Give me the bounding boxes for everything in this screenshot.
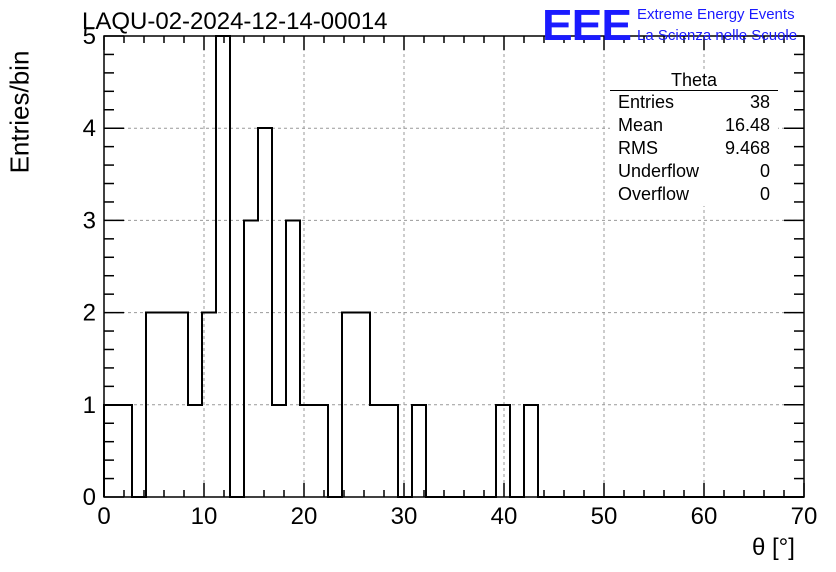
histogram-bin [370, 405, 384, 497]
histogram-bin [342, 313, 356, 497]
stats-label: Underflow [618, 161, 700, 181]
plot-frame [103, 35, 805, 498]
y-tick-label: 0 [83, 484, 96, 511]
stats-row-mean: Mean 16.48 [610, 114, 778, 137]
stats-value: 0 [759, 184, 770, 204]
histogram-bin [272, 405, 286, 497]
histogram-bin [286, 220, 300, 497]
y-tick-label: 2 [83, 300, 96, 327]
axis-tick-labels: 0 10 20 30 40 50 60 70 0 1 2 3 4 5 [83, 23, 818, 530]
y-tick-label: 5 [83, 23, 96, 50]
x-tick-label: 30 [391, 503, 418, 530]
x-tick-label: 40 [491, 503, 518, 530]
y-tick-label: 3 [83, 207, 96, 234]
x-tick-label: 10 [191, 503, 218, 530]
histogram-bin [258, 128, 272, 497]
chart-title: LAQU-02-2024-12-14-00014 [82, 8, 388, 35]
logo-line-2: La Scienza nelle Scuole [637, 27, 798, 44]
y-tick-label: 4 [83, 115, 96, 142]
y-tick-label: 1 [83, 392, 96, 419]
y-axis-label: Entries/bin [4, 50, 35, 174]
histogram-bin [146, 313, 160, 497]
x-tick-label: 50 [591, 503, 618, 530]
x-tick-label: 0 [97, 503, 110, 530]
eee-logo: EEE [542, 0, 632, 50]
histogram-bin [356, 313, 370, 497]
logo-line-1: Extreme Energy Events [637, 6, 795, 23]
axes-frame [103, 35, 805, 498]
stats-label: Mean [618, 115, 664, 135]
stats-label: RMS [618, 138, 658, 158]
x-axis-label: θ [°] [752, 534, 795, 561]
histogram-bin [160, 313, 174, 497]
histogram-bin [202, 313, 216, 497]
stats-value: 9.468 [724, 138, 770, 158]
stats-row-entries: Entries 38 [610, 91, 778, 114]
histogram-bin [174, 313, 188, 497]
histogram-bin [314, 405, 328, 497]
histogram-bin [412, 405, 426, 497]
axis-ticks [103, 35, 805, 498]
stats-row-underflow: Underflow 0 [610, 160, 778, 183]
histogram-bin [496, 405, 510, 497]
stats-box: Theta Entries 38 Mean 16.48 RMS 9.468 Un… [610, 71, 778, 206]
stats-value: 0 [759, 161, 770, 181]
histogram-bin [188, 405, 202, 497]
histogram-bin [244, 220, 258, 497]
grid-lines [104, 36, 804, 497]
histogram-bin [104, 405, 118, 497]
histogram-bin [384, 405, 398, 497]
stats-label: Entries [618, 92, 675, 112]
histogram-bin [118, 405, 132, 497]
histogram-bin [216, 36, 230, 497]
stats-value: 38 [749, 92, 770, 112]
stats-title: Theta [610, 71, 778, 91]
x-tick-label: 20 [291, 503, 318, 530]
stats-row-overflow: Overflow 0 [610, 183, 778, 206]
logo-caption: Extreme Energy Events La Scienza nelle S… [637, 4, 797, 46]
stats-label: Overflow [618, 184, 690, 204]
x-tick-label: 70 [791, 503, 818, 530]
histogram-bin [300, 405, 314, 497]
stats-row-rms: RMS 9.468 [610, 137, 778, 160]
histogram-bin [524, 405, 538, 497]
stats-value: 16.48 [724, 115, 770, 135]
x-tick-label: 60 [691, 503, 718, 530]
